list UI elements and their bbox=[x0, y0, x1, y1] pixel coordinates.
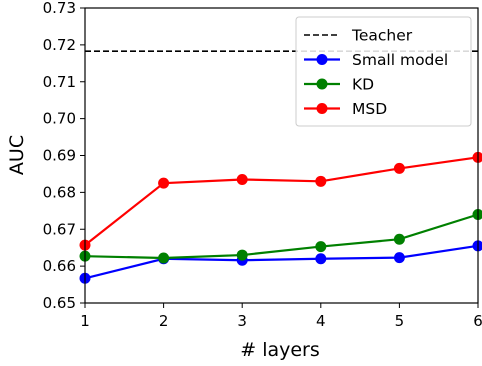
y-tick-label: 0.72 bbox=[43, 36, 76, 54]
legend-label: MSD bbox=[352, 100, 387, 118]
legend-swatch-marker bbox=[317, 103, 328, 114]
data-point-1-4 bbox=[394, 234, 405, 245]
y-tick-label: 0.68 bbox=[43, 183, 76, 201]
data-point-2-1 bbox=[158, 178, 169, 189]
data-point-2-5 bbox=[473, 152, 482, 163]
legend-label: KD bbox=[352, 76, 374, 94]
data-point-1-5 bbox=[473, 209, 482, 220]
x-tick-label: 5 bbox=[395, 312, 405, 330]
y-tick-label: 0.65 bbox=[43, 294, 76, 312]
x-tick-label: 3 bbox=[237, 312, 247, 330]
data-point-2-3 bbox=[315, 176, 326, 187]
x-axis-label: # layers bbox=[240, 339, 320, 361]
data-point-1-3 bbox=[315, 241, 326, 252]
x-tick-label: 1 bbox=[80, 312, 90, 330]
y-tick-label: 0.66 bbox=[43, 257, 76, 275]
data-point-2-2 bbox=[237, 174, 248, 185]
data-point-0-4 bbox=[394, 252, 405, 263]
y-tick-label: 0.71 bbox=[43, 73, 76, 91]
y-tick-label: 0.67 bbox=[43, 220, 76, 238]
x-tick-label: 2 bbox=[159, 312, 169, 330]
y-tick-label: 0.70 bbox=[43, 110, 76, 128]
legend-label: Small model bbox=[352, 51, 448, 69]
series-line-1 bbox=[85, 215, 478, 259]
legend-swatch-marker bbox=[317, 54, 328, 65]
legend-label: Teacher bbox=[351, 27, 413, 45]
data-point-0-3 bbox=[315, 253, 326, 264]
data-point-2-4 bbox=[394, 163, 405, 174]
x-tick-label: 6 bbox=[473, 312, 482, 330]
data-point-1-2 bbox=[237, 250, 248, 261]
legend: Teacher Small model KD MSD bbox=[296, 17, 471, 126]
data-point-0-5 bbox=[473, 240, 482, 251]
legend-swatch-marker bbox=[317, 79, 328, 90]
y-tick-label: 0.69 bbox=[43, 147, 76, 165]
data-point-1-1 bbox=[158, 253, 169, 264]
x-tick-label: 4 bbox=[316, 312, 326, 330]
y-tick-label: 0.73 bbox=[43, 0, 76, 17]
y-axis-label: AUC bbox=[6, 135, 28, 175]
